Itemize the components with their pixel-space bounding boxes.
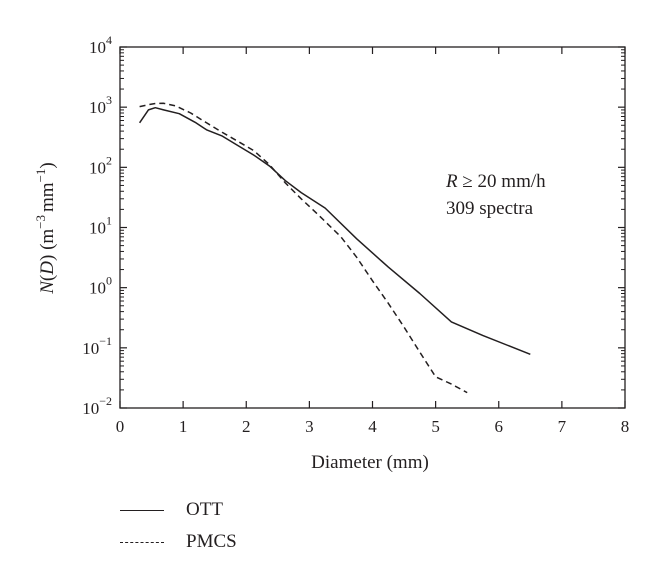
y-tick-exponent: −2 — [99, 394, 112, 408]
series-line-pmcs — [139, 102, 468, 394]
y-tick-exponent: 1 — [106, 214, 112, 228]
y-tick-label: 102 — [89, 153, 112, 177]
x-tick-label: 7 — [558, 417, 567, 436]
annotation-line-1: R ≥ 20 mm/h — [445, 171, 546, 192]
series-line-ott — [138, 106, 531, 355]
y-tick-exponent: 3 — [106, 93, 112, 107]
y-label-mid: mm — [37, 182, 58, 212]
x-tick-label: 5 — [431, 417, 440, 436]
y-tick-base: 10 — [89, 38, 106, 57]
y-tick-base: 10 — [89, 158, 106, 177]
axis-ticks — [119, 46, 626, 409]
x-tick-label: 6 — [495, 417, 504, 436]
legend-item-ott: OTT — [118, 500, 318, 520]
x-tick-label: 1 — [179, 417, 188, 436]
y-tick-label: 101 — [89, 214, 112, 238]
chart-annotation: R ≥ 20 mm/h 309 spectra — [445, 171, 546, 219]
legend-swatch-ott — [120, 510, 164, 511]
series-lines — [138, 102, 531, 394]
y-label-n: N — [37, 280, 58, 295]
y-label-paren-close: ) — [37, 255, 58, 261]
y-tick-exponent: 0 — [106, 274, 112, 288]
chart-legend: OTT PMCS — [118, 500, 318, 560]
x-axis-label: Diameter (mm) — [311, 452, 429, 473]
legend-label-pmcs: PMCS — [186, 531, 237, 552]
annotation-r: R — [445, 171, 458, 192]
y-label-unit-open: (m — [37, 229, 58, 255]
y-label-unit-close: ) — [37, 162, 58, 168]
y-tick-exponent: 2 — [106, 153, 112, 167]
y-tick-label: 10−2 — [82, 394, 112, 418]
legend-label-ott: OTT — [186, 499, 223, 520]
annotation-condition: ≥ 20 mm/h — [458, 171, 547, 192]
y-tick-exponent: 4 — [106, 33, 112, 47]
legend-swatch-pmcs — [120, 542, 164, 543]
x-tick-labels: 0 1 2 3 4 5 6 7 8 — [116, 417, 630, 436]
y-tick-base: 10 — [89, 279, 106, 298]
plot-area-frame — [119, 46, 626, 409]
y-tick-base: 10 — [89, 98, 106, 117]
legend-item-pmcs: PMCS — [118, 532, 318, 552]
x-tick-label: 4 — [368, 417, 377, 436]
y-tick-base: 10 — [82, 399, 99, 418]
x-tick-label: 8 — [621, 417, 630, 436]
y-tick-label: 103 — [89, 93, 112, 117]
x-tick-label: 2 — [242, 417, 251, 436]
y-axis-label: N(D) (m−3 mm−1) — [33, 162, 58, 295]
y-label-exp1: −3 — [33, 215, 48, 229]
y-tick-base: 10 — [82, 339, 99, 358]
y-tick-base: 10 — [89, 219, 106, 238]
y-label-d: D — [37, 261, 58, 276]
y-tick-label: 10−1 — [82, 334, 112, 358]
x-tick-label: 0 — [116, 417, 125, 436]
y-tick-label: 100 — [89, 274, 112, 298]
y-tick-label: 104 — [89, 33, 112, 57]
annotation-line-2: 309 spectra — [446, 198, 534, 219]
y-label-paren-open: ( — [37, 275, 58, 281]
y-label-exp2: −1 — [33, 169, 48, 183]
y-tick-exponent: −1 — [99, 334, 112, 348]
x-tick-label: 3 — [305, 417, 314, 436]
